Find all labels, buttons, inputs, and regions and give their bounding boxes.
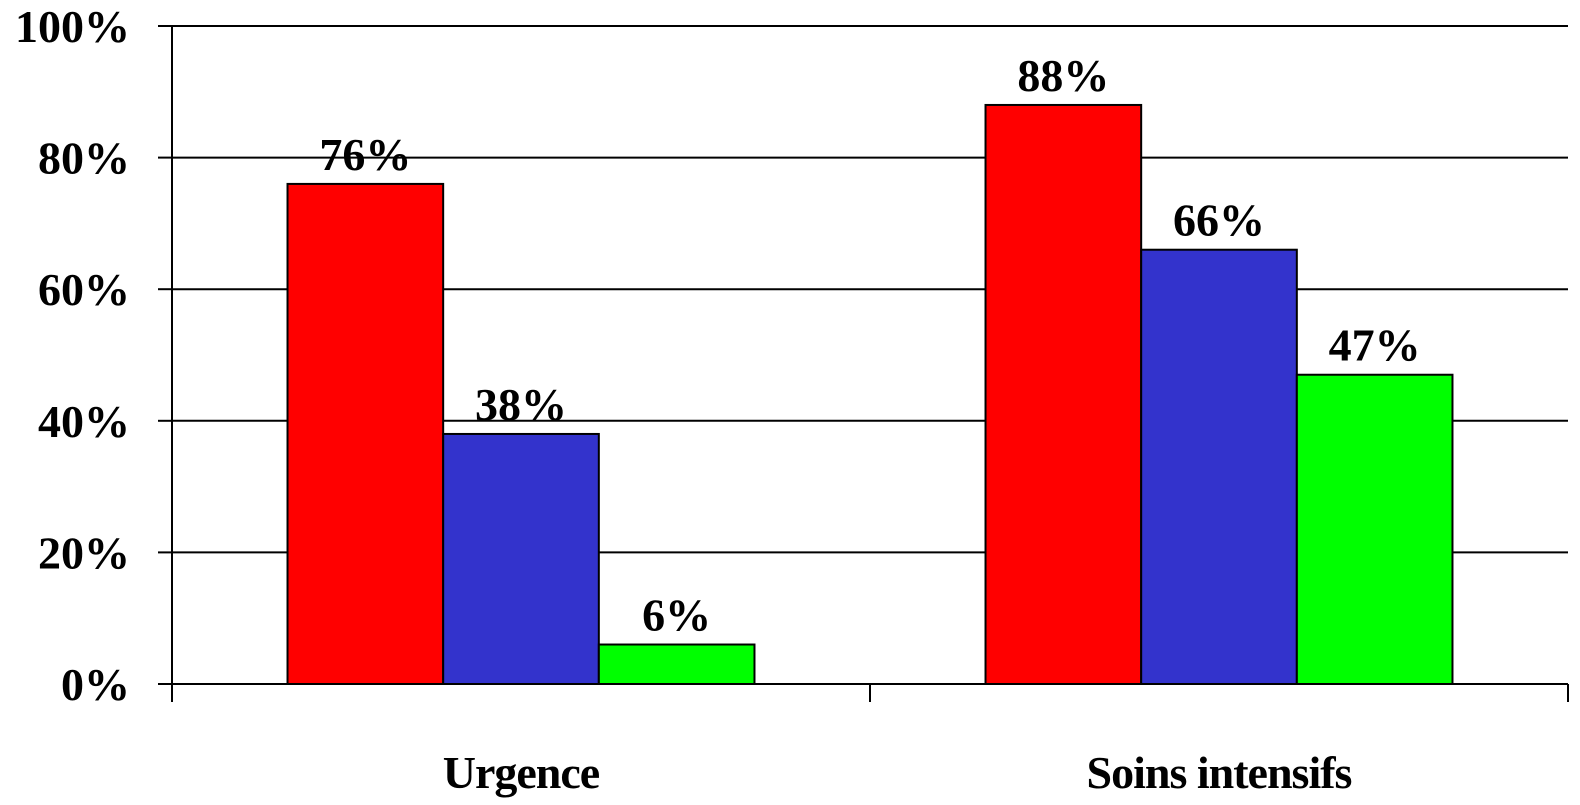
y-tick-label: 20%	[38, 527, 130, 578]
bar	[597, 643, 756, 686]
y-tick-label: 60%	[38, 264, 130, 315]
value-label: 6%	[642, 590, 711, 641]
value-label: 66%	[1173, 195, 1265, 246]
bar	[442, 432, 600, 685]
value-label: 88%	[1017, 50, 1109, 101]
y-tick-label: 80%	[38, 133, 130, 184]
bar	[984, 103, 1143, 685]
x-tick-label: Soins intensifs	[1087, 747, 1352, 798]
y-tick-label: 100%	[15, 1, 130, 52]
bar	[286, 182, 445, 685]
value-label: 47%	[1329, 320, 1421, 371]
x-tick-label: Urgence	[443, 747, 600, 798]
bar	[1140, 248, 1298, 685]
y-tick-label: 40%	[38, 396, 130, 447]
bar	[1295, 373, 1454, 685]
y-tick-label: 0%	[61, 659, 130, 710]
value-label: 76%	[319, 129, 411, 180]
value-label: 38%	[475, 379, 567, 430]
